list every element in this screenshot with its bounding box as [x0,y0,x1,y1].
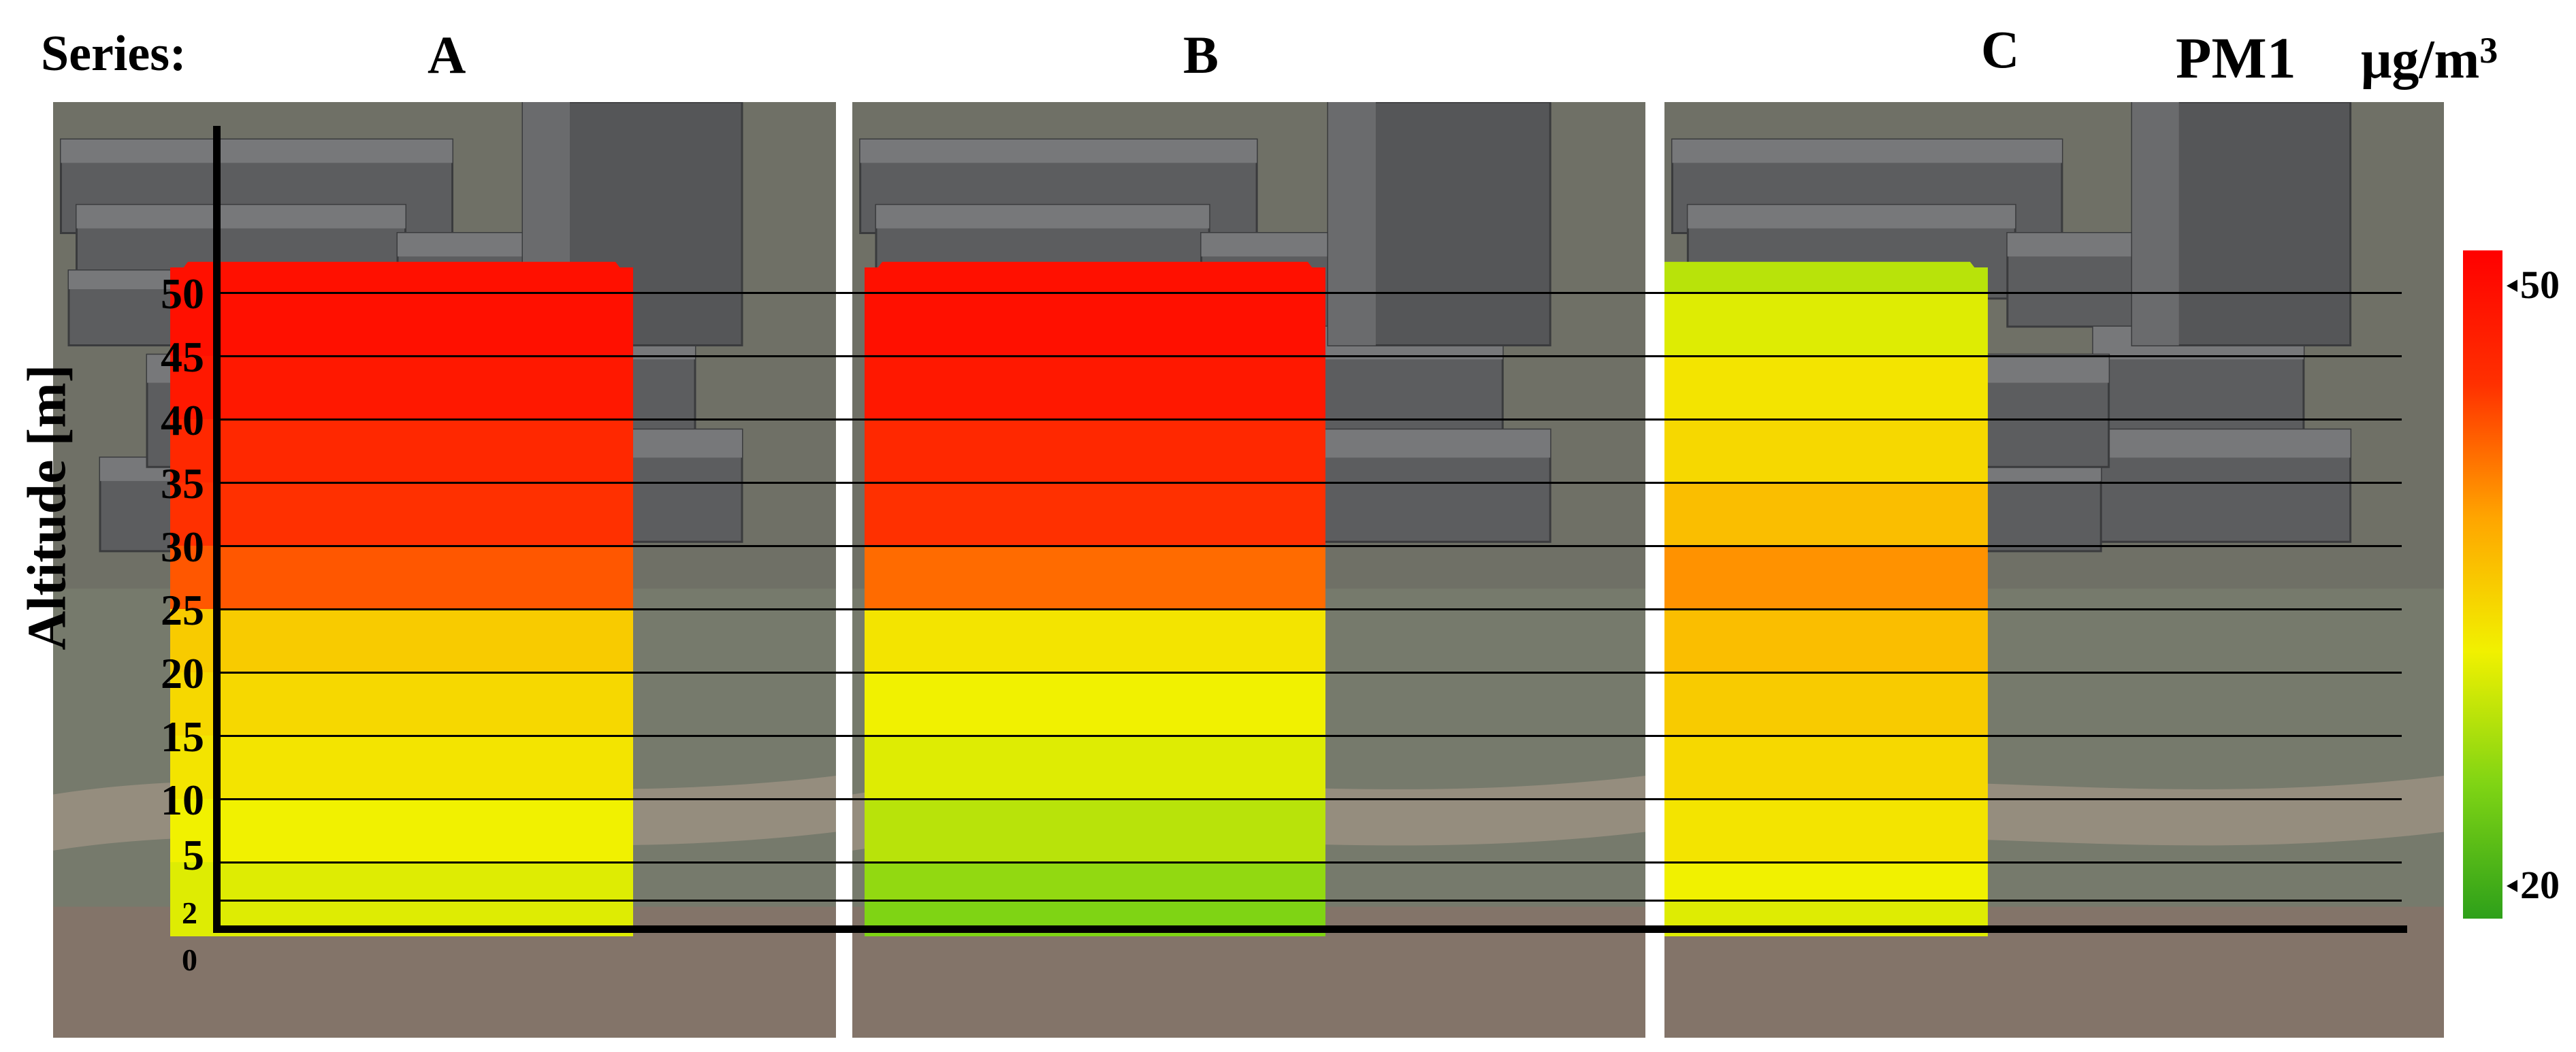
grid-line [216,292,2402,294]
scene-svg [1664,102,2444,1038]
grid-line [216,672,2402,674]
profile-cell [865,672,1325,736]
profile-cell [170,546,633,609]
profile-cell [170,736,633,799]
tall-building-face [2132,102,2179,346]
unit-exponent: 3 [2479,30,2498,71]
profile-cell [170,862,633,900]
grid-line [216,735,2402,737]
building-roof [2070,429,2351,458]
y-axis-label: Altitude [m] [17,364,78,651]
grid-line [216,861,2402,864]
profile-cell [1664,799,1988,862]
profile-top-cap [865,261,1325,285]
panel-title-a: A [428,25,466,84]
profile-cell [1664,546,1988,609]
profile-cell [170,609,633,672]
grid-line [216,608,2402,610]
y-tick-label: 0 [182,942,197,977]
colorbar [2463,250,2502,919]
profile-top-cap [1664,261,1988,285]
y-tick-label: 2 [182,895,197,930]
profile-cell [1664,293,1988,356]
colorbar-tick-label: 50 [2520,263,2560,307]
building-roof [61,139,453,163]
tall-building-face [1328,102,1376,346]
profile-cell [865,862,1325,900]
profile-cell [1664,736,1988,799]
profile-cell [170,293,633,356]
profile-cell [1664,862,1988,900]
y-tick-label: 10 [161,776,204,824]
variable-title: PM1 [2176,25,2296,91]
profile-cell [865,293,1325,356]
profile-cell [170,799,633,862]
unit-label: μg/m3 [2361,30,2498,90]
grid-line [216,545,2402,547]
building-roof [1672,139,2062,163]
profile-cell [170,419,633,482]
profile-cell [1664,672,1988,736]
panel-title-b: B [1183,25,1219,84]
grid-line [216,418,2402,421]
unit-base: μg/m [2361,30,2480,90]
x-axis-line [216,925,2407,933]
profile-cell [865,356,1325,419]
building-roof [860,139,1257,163]
y-tick-label: 30 [161,523,204,571]
y-tick-label: 35 [161,459,204,508]
y-tick-label: 50 [161,269,204,318]
scene-panel-b [852,102,1645,1038]
profile-cell [865,419,1325,482]
scene-svg [852,102,1645,1038]
building-roof [76,205,406,229]
colorbar-tick-label: 20 [2520,863,2560,907]
building-roof [875,205,1210,229]
grid-line [216,798,2402,800]
profile-cell [1664,356,1988,419]
y-tick-label: 15 [161,712,204,761]
building-roof [1688,205,2016,229]
profile-cell [170,482,633,546]
profile-cell [1664,482,1988,546]
panel-title-c: C [1981,20,2020,79]
grid-line [216,482,2402,484]
grid-line [216,355,2402,357]
profile-cell [865,546,1325,609]
y-tick-label: 40 [161,396,204,444]
scene-svg [53,102,836,1038]
profile-cell [865,609,1325,672]
y-axis-line [213,126,221,933]
y-tick-label: 5 [182,831,204,879]
y-tick-label: 45 [161,333,204,381]
y-tick-label: 25 [161,586,204,634]
profile-cell [1664,419,1988,482]
scene-panel-a [53,102,836,1038]
profile-cell [865,736,1325,799]
profile-cell [865,482,1325,546]
grid-line [216,899,2402,902]
profile-cell [170,356,633,419]
y-tick-label: 20 [161,649,204,697]
series-heading: Series: [41,26,187,82]
colorbar-tick-marker [2507,280,2517,292]
profile-cell [1664,609,1988,672]
scene-panel-c [1664,102,2444,1038]
colorbar-tick-marker [2507,880,2517,892]
profile-cell [865,799,1325,862]
profile-cell [170,672,633,736]
profile-top-cap [170,261,633,285]
